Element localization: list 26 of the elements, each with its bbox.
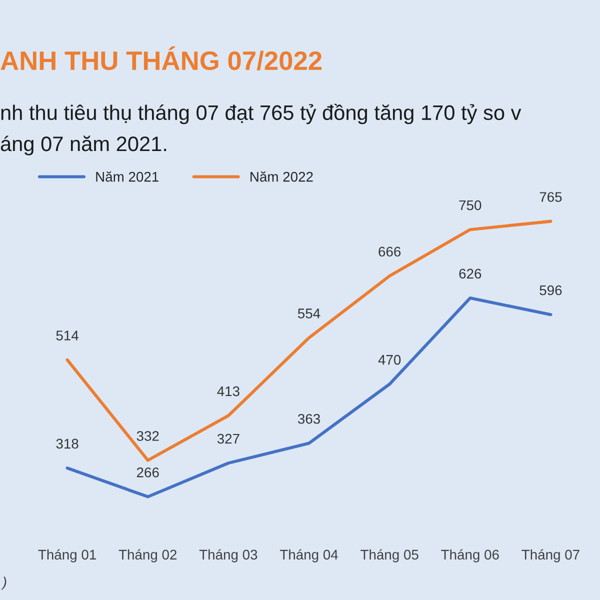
data-label: 363 (298, 414, 320, 424)
data-label: 470 (378, 354, 401, 365)
text: ) (1, 576, 6, 590)
data-label: 666 (378, 246, 401, 257)
data-label: 413 (217, 386, 240, 396)
chart-title: ANH THU THÁNG 07/2022 (0, 46, 322, 70)
chart-subtitle: nh thu tiêu thụ tháng 07 đạt 765 tỷ đồng tăng 170 tỷ so v áng 07 năm 2021. (0, 104, 522, 156)
data-label: 626 (459, 268, 482, 279)
data-label: 332 (136, 431, 159, 441)
data-label: 554 (298, 308, 320, 318)
data-label: 750 (459, 200, 482, 210)
data-label: 596 (540, 285, 562, 296)
x-tick-label: Tháng 05 (360, 549, 418, 562)
data-label: 266 (136, 468, 159, 478)
legend-label: Năm 2021 (96, 171, 158, 182)
x-tick-label: Tháng 04 (280, 549, 338, 562)
data-label: 765 (540, 192, 562, 202)
x-tick-label: Tháng 01 (38, 549, 96, 562)
legend-label: Năm 2022 (250, 171, 313, 182)
x-tick-label: Tháng 07 (522, 549, 580, 562)
x-tick-label: Tháng 06 (441, 549, 499, 562)
x-tick-label: Tháng 03 (199, 549, 258, 562)
data-label: 327 (217, 434, 240, 444)
data-label: 514 (56, 330, 78, 340)
data-label: 318 (56, 438, 78, 449)
x-tick-label: Tháng 02 (118, 549, 177, 562)
